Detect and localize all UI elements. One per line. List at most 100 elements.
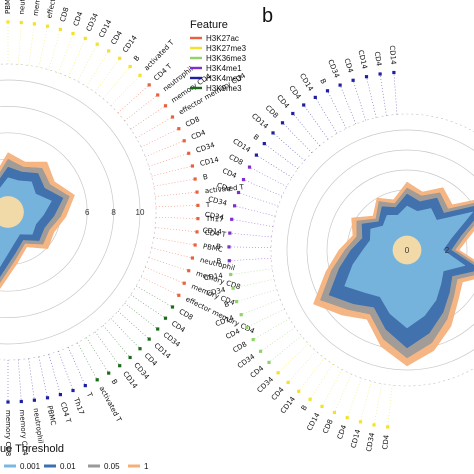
group-guide bbox=[241, 299, 281, 315]
group-marker bbox=[286, 380, 290, 384]
feature-legend-label: H3K4me3 bbox=[206, 74, 242, 83]
category-label: B bbox=[223, 300, 230, 309]
axis-tick-label: 10 bbox=[136, 208, 145, 217]
group-guide bbox=[393, 72, 398, 115]
category-label: CD14 bbox=[356, 49, 368, 70]
group-marker bbox=[338, 83, 342, 87]
group-marker bbox=[325, 89, 330, 93]
group-marker bbox=[239, 313, 243, 317]
group-guide bbox=[145, 140, 185, 157]
group-marker bbox=[233, 204, 237, 208]
group-guide bbox=[272, 132, 305, 161]
category-label: memory CD8 bbox=[4, 410, 12, 456]
group-marker bbox=[332, 410, 336, 415]
grid-ring bbox=[0, 132, 88, 292]
group-marker bbox=[128, 355, 132, 360]
category-label: CD34 bbox=[85, 11, 100, 32]
group-guide bbox=[231, 219, 274, 227]
axis-tick-label: 2 bbox=[445, 246, 450, 255]
group-guide bbox=[249, 166, 287, 187]
group-marker bbox=[156, 327, 160, 331]
category-label: CD34 bbox=[204, 211, 225, 222]
feature-legend-label: H3K9me3 bbox=[206, 84, 242, 93]
group-guide bbox=[309, 363, 334, 400]
center-disc bbox=[0, 196, 24, 228]
category-label: CD34 bbox=[326, 58, 341, 79]
category-label: CD8 bbox=[264, 104, 280, 120]
category-label: CD8 bbox=[59, 6, 71, 22]
group-marker bbox=[187, 151, 191, 155]
group-marker bbox=[19, 399, 23, 404]
category-label: CD14 bbox=[121, 33, 139, 54]
group-guide bbox=[287, 350, 317, 383]
category-label: CD4 bbox=[373, 51, 383, 67]
category-label: neutrophil bbox=[18, 0, 28, 15]
group-guide bbox=[124, 94, 158, 122]
group-guide bbox=[136, 285, 173, 308]
grid-ring bbox=[0, 79, 141, 345]
feature-legend-label: H3K4me1 bbox=[206, 64, 242, 73]
group-marker bbox=[386, 425, 390, 429]
category-label: CD8 bbox=[232, 340, 249, 354]
category-label: B bbox=[202, 173, 208, 182]
group-guide bbox=[277, 343, 309, 374]
group-guide bbox=[130, 105, 166, 130]
group-guide bbox=[67, 347, 86, 386]
group-marker bbox=[271, 131, 275, 135]
group-marker bbox=[182, 139, 186, 143]
group-guide bbox=[268, 335, 302, 363]
group-marker bbox=[19, 20, 23, 25]
group-guide bbox=[110, 75, 141, 106]
group-marker bbox=[6, 400, 10, 404]
group-guide bbox=[346, 377, 362, 418]
category-label: CD14 bbox=[388, 45, 397, 65]
group-marker bbox=[193, 243, 197, 247]
outer-ring bbox=[0, 63, 157, 361]
category-label: CD14 bbox=[203, 272, 224, 283]
category-label: CD34 bbox=[195, 141, 216, 155]
group-marker bbox=[320, 404, 324, 408]
group-guide bbox=[117, 310, 150, 340]
group-guide bbox=[148, 153, 189, 167]
category-label: memory CD4 bbox=[18, 409, 29, 456]
group-guide bbox=[140, 276, 179, 296]
group-guide bbox=[117, 84, 150, 114]
group-marker bbox=[6, 20, 10, 24]
category-label: CD14 bbox=[202, 226, 222, 236]
group-guide bbox=[151, 247, 193, 259]
group-marker bbox=[291, 111, 295, 116]
group-guide bbox=[148, 257, 189, 271]
group-guide bbox=[94, 58, 120, 93]
group-guide bbox=[334, 374, 352, 413]
axis-tick-label: 6 bbox=[85, 208, 90, 217]
group-guide bbox=[264, 143, 299, 169]
feature-legend-title: Feature bbox=[190, 19, 228, 31]
group-marker bbox=[147, 83, 151, 87]
feature-legend: FeatureH3K27acH3K27me3H3K36me3H3K4me1H3K… bbox=[190, 19, 247, 93]
category-label: CD4 bbox=[110, 29, 125, 46]
threshold-legend-label: 1 bbox=[144, 462, 149, 471]
category-label: CD14 bbox=[250, 112, 270, 131]
category-label: CD4 bbox=[170, 319, 187, 334]
group-guide bbox=[260, 327, 296, 352]
group-marker bbox=[170, 115, 175, 119]
group-guide bbox=[236, 289, 277, 302]
group-guide bbox=[86, 337, 109, 374]
group-marker bbox=[308, 397, 312, 401]
threshold-legend-label: 0.05 bbox=[104, 462, 120, 471]
grid-ring bbox=[286, 129, 474, 371]
group-marker bbox=[71, 388, 75, 393]
category-label: B bbox=[216, 257, 221, 265]
group-guide bbox=[48, 29, 61, 70]
category-label: B bbox=[110, 378, 119, 386]
category-label: CD14 bbox=[97, 18, 113, 39]
group-guide bbox=[102, 66, 131, 99]
group-marker bbox=[45, 24, 50, 28]
group-guide bbox=[292, 113, 320, 146]
group-guide bbox=[352, 80, 367, 121]
series-area-0-001 bbox=[344, 205, 474, 329]
group-guide bbox=[140, 128, 179, 148]
center-disc bbox=[392, 235, 422, 265]
group-guide bbox=[321, 369, 343, 407]
category-label: CD4 bbox=[342, 57, 354, 74]
